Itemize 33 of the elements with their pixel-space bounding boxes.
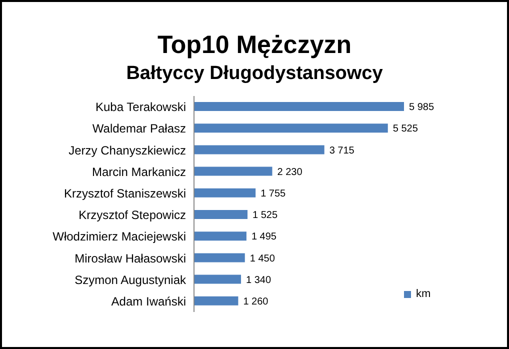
data-label: 2 230 [277, 166, 303, 178]
bar [194, 210, 248, 219]
data-label: 1 340 [246, 274, 272, 286]
y-tick-label: Włodzimierz Maciejewski [52, 230, 186, 244]
y-tick-label: Marcin Markanicz [92, 164, 186, 179]
bar [194, 188, 256, 198]
chart-subtitle: Bałtyccy Długodystansowcy [125, 62, 384, 86]
bar [194, 232, 246, 241]
chart-title: Top10 Mężczyzn [156, 30, 353, 60]
y-tick-label: Kuba Terakowski [96, 100, 186, 114]
bar [194, 166, 272, 176]
data-label: 1 450 [250, 253, 276, 264]
bar [194, 124, 388, 133]
data-label: 1 495 [251, 232, 277, 243]
legend-label: km [416, 288, 431, 300]
data-label: 1 260 [243, 296, 269, 308]
bar [194, 253, 245, 262]
bar [194, 296, 238, 306]
y-tick-label: Jerzy Chanyszkiewicz [68, 143, 186, 158]
data-label: 1 525 [252, 210, 278, 222]
y-tick-label: Szymon Augustyniak [74, 272, 187, 287]
data-label: 1 755 [260, 188, 286, 200]
y-tick-label: Krzysztof Staniszewski [64, 186, 186, 200]
bar [194, 102, 404, 111]
data-label: 5 985 [409, 102, 434, 114]
y-tick-label: Adam Iwański [111, 294, 186, 308]
data-label: 3 715 [329, 145, 355, 156]
y-tick-label: Krzysztof Stepowicz [78, 208, 186, 222]
y-tick-label: Waldemar Pałasz [92, 122, 186, 136]
data-label: 5 525 [392, 124, 418, 135]
bar [194, 274, 242, 284]
bar [194, 145, 324, 154]
y-tick-label: Mirosław Hałasowski [74, 251, 186, 266]
